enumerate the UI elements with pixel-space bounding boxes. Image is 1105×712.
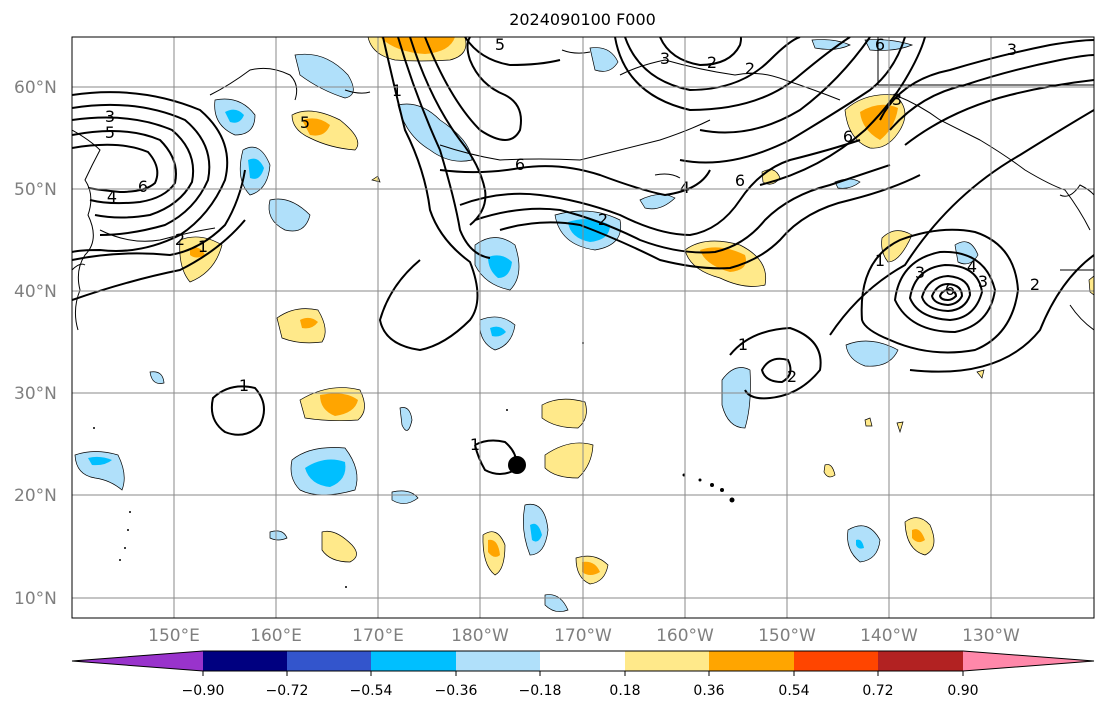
colorbar-tick-label: −0.36 bbox=[434, 683, 478, 699]
islands bbox=[93, 342, 735, 588]
lat-label: 60°N bbox=[14, 78, 57, 98]
colorbar-tick-label: −0.54 bbox=[349, 683, 393, 699]
contour-label: 2 bbox=[707, 53, 717, 72]
strong-positive-shading bbox=[190, 37, 925, 575]
contour-label: 2 bbox=[598, 210, 608, 229]
contour-label: 2 bbox=[745, 59, 755, 78]
colorbar-tick-label: −0.90 bbox=[181, 683, 225, 699]
contour-label: 3 bbox=[915, 263, 925, 282]
colorbar-tick-label: 0.90 bbox=[947, 683, 979, 699]
lat-label: 10°N bbox=[14, 589, 57, 609]
colorbar-tick-label: 0.72 bbox=[862, 683, 894, 699]
contour-label: 6 bbox=[515, 155, 525, 174]
lon-label: 170°E bbox=[352, 626, 404, 646]
contour-label: 6 bbox=[945, 280, 955, 299]
contour-label: 3 bbox=[1007, 40, 1017, 59]
contour-label: 6 bbox=[875, 35, 885, 54]
contour-label: 1 bbox=[738, 335, 748, 354]
lat-label: 30°N bbox=[14, 384, 57, 404]
lat-label: 50°N bbox=[14, 180, 57, 200]
contour-label: 6 bbox=[138, 177, 148, 196]
contour-lines bbox=[72, 37, 1094, 475]
contour-labels: 5 3 5 6 4 2 1 1 5 6 4 6 2 6 3 2 2 6 3 3 … bbox=[105, 35, 1040, 454]
contour-label: 6 bbox=[735, 171, 745, 190]
lat-label: 40°N bbox=[14, 282, 57, 302]
contour-label: 5 bbox=[495, 35, 505, 54]
contour-label: 4 bbox=[107, 187, 117, 206]
lon-label: 180°W bbox=[451, 626, 509, 646]
contour-label: 6 bbox=[843, 127, 853, 146]
contour-label: 3 bbox=[978, 272, 988, 291]
contour-label: 5 bbox=[105, 123, 115, 142]
contour-label: 1 bbox=[470, 435, 480, 454]
colorbar-min-extension bbox=[72, 651, 203, 671]
contour-label: 2 bbox=[1030, 275, 1040, 294]
contour-label: 3 bbox=[660, 49, 670, 68]
lon-label: 140°W bbox=[860, 626, 918, 646]
contour-label: 1 bbox=[392, 81, 402, 100]
contour-label: 2 bbox=[787, 367, 797, 386]
contour-label: 3 bbox=[105, 107, 115, 126]
storm-center-marker bbox=[508, 456, 526, 474]
lon-label: 170°W bbox=[554, 626, 612, 646]
colorbar-tick-label: 0.36 bbox=[693, 683, 725, 699]
contour-label: 3 bbox=[892, 90, 902, 109]
lon-label: 130°W bbox=[962, 626, 1020, 646]
map-title: 2024090100 F000 bbox=[509, 10, 656, 29]
lon-label: 160°E bbox=[250, 626, 302, 646]
colorbar bbox=[71, 650, 1095, 676]
strong-negative-shading bbox=[88, 109, 864, 549]
colorbar-max-extension bbox=[963, 651, 1094, 671]
colorbar-tick-label: 0.54 bbox=[778, 683, 810, 699]
colorbar-tick-label: 0.18 bbox=[609, 683, 641, 699]
map-frame bbox=[71, 36, 1095, 619]
contour-label: 1 bbox=[198, 237, 208, 256]
colorbar-tick-label: −0.18 bbox=[518, 683, 562, 699]
contour-label: 4 bbox=[967, 257, 977, 276]
lon-label: 160°W bbox=[656, 626, 714, 646]
lon-label: 150°W bbox=[758, 626, 816, 646]
contour-label: 2 bbox=[175, 230, 185, 249]
contour-label: 1 bbox=[875, 251, 885, 270]
lat-label: 20°N bbox=[14, 486, 57, 506]
colorbar-tick-label: −0.72 bbox=[265, 683, 309, 699]
lon-label: 150°E bbox=[148, 626, 200, 646]
contour-label: 5 bbox=[300, 113, 310, 132]
graticule bbox=[72, 37, 1094, 618]
contour-label: 1 bbox=[239, 376, 249, 395]
